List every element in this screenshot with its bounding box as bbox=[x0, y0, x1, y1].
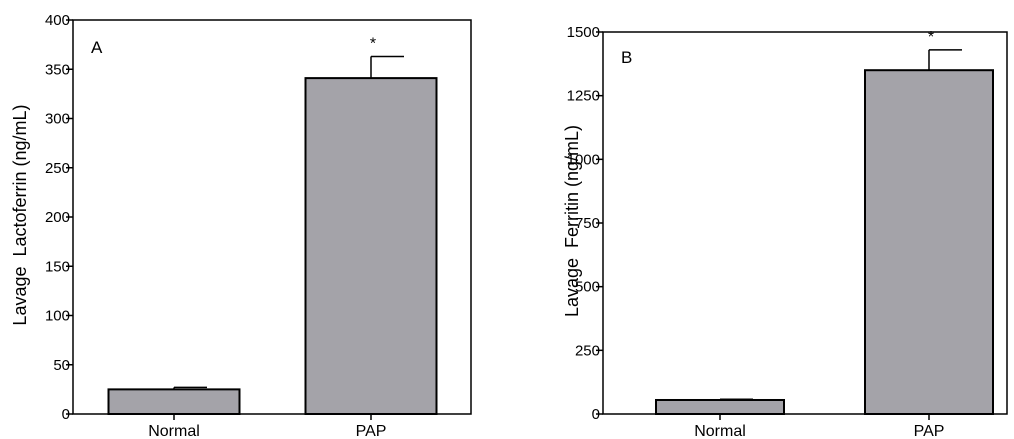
y-tick-label: 200 bbox=[45, 209, 70, 226]
y-tick-label: 400 bbox=[45, 12, 70, 29]
y-tick-label: 50 bbox=[53, 357, 70, 374]
panel-letter: B bbox=[621, 48, 632, 67]
y-axis-title: Lavage Ferritin (ng/mL) bbox=[562, 125, 582, 317]
significance-asterisk: * bbox=[370, 35, 376, 52]
y-tick-label: 250 bbox=[575, 342, 600, 359]
y-tick-label: 1500 bbox=[567, 24, 600, 41]
y-tick-label: 250 bbox=[45, 160, 70, 177]
y-axis-title: Lavage Lactoferrin (ng/mL) bbox=[10, 104, 30, 325]
bar-pap bbox=[864, 69, 994, 415]
x-category-label: Normal bbox=[148, 423, 200, 439]
panel-letter: A bbox=[91, 38, 103, 57]
y-tick-label: 350 bbox=[45, 61, 70, 78]
y-tick-label: 100 bbox=[45, 308, 70, 325]
x-category-label: Normal bbox=[694, 423, 746, 439]
x-category-label: PAP bbox=[356, 423, 387, 439]
y-tick-label: 750 bbox=[575, 215, 600, 232]
panel-a-lactoferrin-chart: 0 50 100 150 200 250 300 350 400 Lavage Lactoferr… bbox=[10, 12, 472, 439]
x-category-label: PAP bbox=[914, 423, 945, 439]
y-tick-label: 300 bbox=[45, 111, 70, 128]
y-tick-label: 1250 bbox=[567, 88, 600, 105]
y-tick-label: 1000 bbox=[567, 151, 600, 168]
bar-pap bbox=[304, 77, 438, 416]
bar-normal bbox=[655, 398, 785, 416]
significance-asterisk: * bbox=[928, 29, 934, 46]
y-tick-label: 0 bbox=[592, 406, 600, 423]
y-tick-label: 500 bbox=[575, 279, 600, 296]
y-tick-label: 0 bbox=[62, 406, 70, 423]
bar-normal bbox=[107, 388, 241, 415]
y-tick-label: 150 bbox=[45, 258, 70, 275]
panel-b-ferritin-chart: 0 250 500 750 1000 1250 1500 Lavage Ferritin (n… bbox=[562, 24, 1008, 439]
